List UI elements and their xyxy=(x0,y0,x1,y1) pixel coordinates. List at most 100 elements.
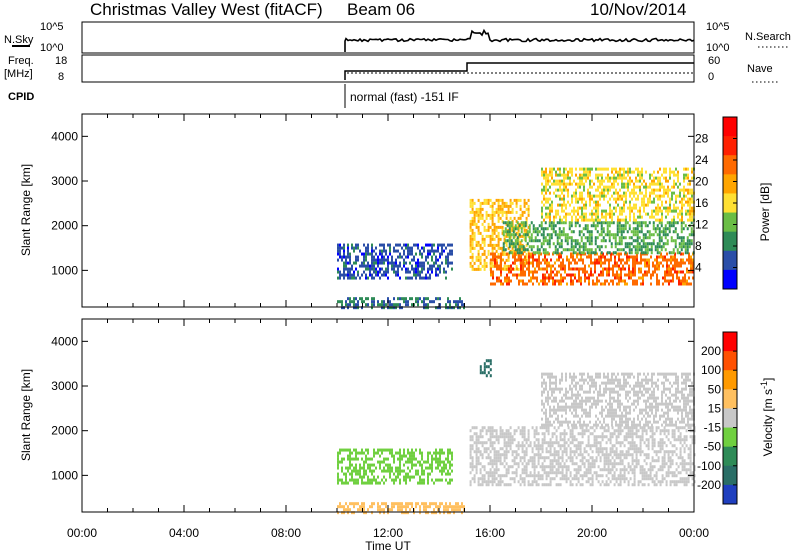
data-cell xyxy=(639,465,642,469)
data-cell xyxy=(543,465,546,469)
data-cell xyxy=(664,224,667,228)
data-cell xyxy=(419,475,421,479)
data-cell xyxy=(668,221,671,225)
data-cell xyxy=(399,502,401,506)
data-cell xyxy=(595,212,597,216)
data-cell xyxy=(379,505,381,509)
data-cell xyxy=(347,249,349,253)
data-cell xyxy=(657,182,659,186)
data-cell xyxy=(633,218,635,222)
data-cell xyxy=(623,468,626,472)
data-cell xyxy=(489,213,492,217)
data-cell xyxy=(632,239,635,243)
data-cell xyxy=(514,252,516,256)
data-cell xyxy=(527,204,530,208)
data-cell xyxy=(618,279,620,283)
data-cell xyxy=(563,188,565,192)
data-cell xyxy=(407,448,409,452)
data-cell xyxy=(517,198,520,202)
data-cell xyxy=(677,185,679,189)
data-cell xyxy=(581,453,584,457)
data-cell xyxy=(481,444,484,448)
colorbar-tick-label: 28 xyxy=(695,132,709,146)
data-cell xyxy=(648,261,650,265)
data-cell xyxy=(685,468,688,472)
data-cell xyxy=(542,233,545,237)
data-cell xyxy=(607,176,609,180)
data-cell xyxy=(435,267,437,271)
data-cell xyxy=(427,505,429,509)
data-cell xyxy=(668,230,671,234)
data-cell xyxy=(493,453,496,457)
data-cell xyxy=(497,234,500,238)
data-cell xyxy=(495,258,498,262)
data-cell xyxy=(437,457,439,461)
data-cell xyxy=(439,505,441,509)
data-cell xyxy=(391,478,393,482)
data-cell xyxy=(502,258,504,262)
data-cell xyxy=(569,408,571,412)
data-cell xyxy=(545,399,547,403)
data-cell xyxy=(411,249,413,253)
data-cell xyxy=(639,435,642,439)
data-cell xyxy=(379,243,381,247)
data-cell xyxy=(670,255,672,259)
data-cell xyxy=(541,182,543,186)
data-cell xyxy=(628,273,630,277)
data-cell xyxy=(591,480,594,484)
data-cell xyxy=(565,393,567,397)
data-cell xyxy=(505,453,508,457)
data-cell xyxy=(609,212,611,216)
data-cell xyxy=(660,245,663,249)
data-cell xyxy=(498,264,500,268)
data-cell xyxy=(483,243,486,247)
data-cell xyxy=(651,456,654,460)
data-cell xyxy=(527,480,530,484)
data-cell xyxy=(505,231,508,235)
data-cell xyxy=(441,466,443,470)
data-cell xyxy=(685,444,688,448)
data-cell xyxy=(393,270,395,274)
data-cell xyxy=(552,227,555,231)
data-cell xyxy=(549,206,551,210)
data-cell xyxy=(549,450,552,454)
data-cell xyxy=(620,236,623,240)
data-cell xyxy=(680,236,683,240)
data-cell xyxy=(415,267,417,271)
data-cell xyxy=(675,206,677,210)
data-cell xyxy=(645,453,648,457)
data-cell xyxy=(597,447,600,451)
data-cell xyxy=(500,282,502,286)
data-cell xyxy=(562,230,565,234)
data-cell xyxy=(563,438,566,442)
data-cell xyxy=(377,460,379,464)
data-cell xyxy=(691,438,694,442)
data-cell xyxy=(565,218,567,222)
data-cell xyxy=(558,221,561,225)
data-cell xyxy=(559,477,562,481)
data-cell xyxy=(512,273,514,277)
data-cell xyxy=(381,502,383,506)
data-cell xyxy=(571,456,574,460)
data-cell xyxy=(588,264,590,268)
data-cell xyxy=(549,179,551,183)
data-cell xyxy=(565,420,567,424)
data-cell xyxy=(649,471,652,475)
data-cell xyxy=(489,429,492,433)
data-cell xyxy=(525,438,528,442)
data-cell xyxy=(547,200,549,204)
data-cell xyxy=(575,414,577,418)
data-cell xyxy=(651,191,653,195)
data-cell xyxy=(555,429,558,433)
data-cell xyxy=(589,456,592,460)
data-cell xyxy=(411,303,413,307)
data-cell xyxy=(549,218,551,222)
data-cell xyxy=(617,173,619,177)
data-cell xyxy=(355,448,357,452)
data-cell xyxy=(617,191,619,195)
data-cell xyxy=(650,276,652,280)
data-cell xyxy=(543,438,546,442)
data-cell xyxy=(645,474,648,478)
data-cell xyxy=(571,483,574,487)
data-cell xyxy=(625,182,627,186)
